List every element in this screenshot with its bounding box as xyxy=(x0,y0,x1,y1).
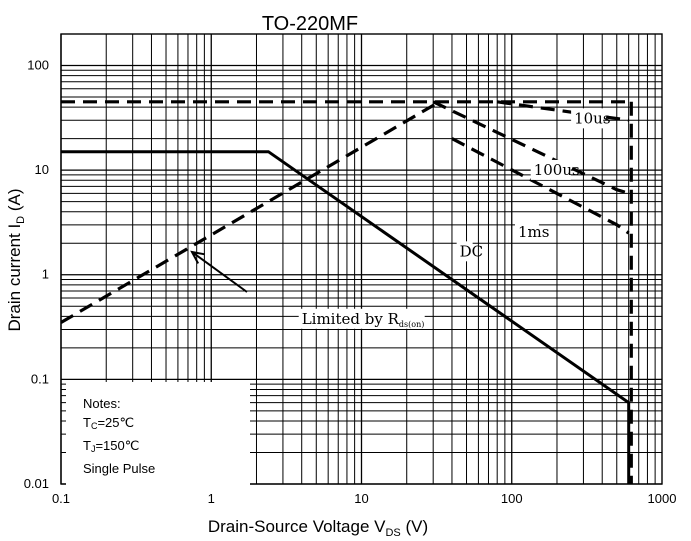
x-tick-label: 0.1 xyxy=(52,491,70,506)
series-100us xyxy=(432,100,630,195)
annotation-label: DC xyxy=(460,242,484,260)
plot-frame xyxy=(60,33,663,485)
notes-pulse: Single Pulse xyxy=(83,461,156,476)
annotation-bg xyxy=(298,308,425,329)
notes-box: Notes: TC=25℃ TJ=150℃ Single Pulse xyxy=(66,382,250,485)
series-dc xyxy=(61,150,631,484)
series-10us xyxy=(496,100,629,122)
arrow-shaft xyxy=(191,251,248,293)
notes-title: Notes: xyxy=(83,396,121,411)
y-tick-label: 1 xyxy=(42,267,49,282)
y-tick-label: 0.1 xyxy=(31,371,49,386)
chart-title: TO-220MF xyxy=(262,13,358,35)
x-tick-label: 1000 xyxy=(648,491,677,506)
annotation-label: 10us xyxy=(574,109,610,127)
annotations: 10us 100us 1ms DC Limited by Rds(on) xyxy=(298,108,611,329)
notes-tc: TC=25℃ xyxy=(83,415,135,431)
annotation-label: Limited by Rds(on) xyxy=(302,310,425,329)
annotation-bg xyxy=(530,159,571,180)
annotation-label: 100us xyxy=(534,161,580,179)
x-tick-label: 1 xyxy=(208,491,215,506)
x-axis-title: Drain-Source Voltage VDS (V) xyxy=(208,517,428,539)
axis-titles: Drain-Source Voltage VDS (V) Drain curren… xyxy=(5,188,428,539)
y-tick-label: 0.01 xyxy=(24,476,49,491)
annotation-bg xyxy=(514,221,539,242)
annotation-bg xyxy=(456,241,473,262)
annotation-bg xyxy=(571,108,604,129)
series-1ms xyxy=(451,137,630,235)
series-layer xyxy=(61,100,633,484)
y-tick-label: 10 xyxy=(35,162,49,177)
x-tick-label: 10 xyxy=(354,491,368,506)
y-tick-label: 100 xyxy=(27,57,49,72)
annotation-label: 1ms xyxy=(518,223,549,241)
arrow-head xyxy=(190,250,205,264)
series-limited-by-rds-on- xyxy=(61,100,441,324)
y-axis-title: Drain current ID (A) xyxy=(5,188,27,331)
rds-arrow xyxy=(190,250,248,293)
x-tick-label: 100 xyxy=(501,491,523,506)
notes-tj: TJ=150℃ xyxy=(83,438,140,454)
